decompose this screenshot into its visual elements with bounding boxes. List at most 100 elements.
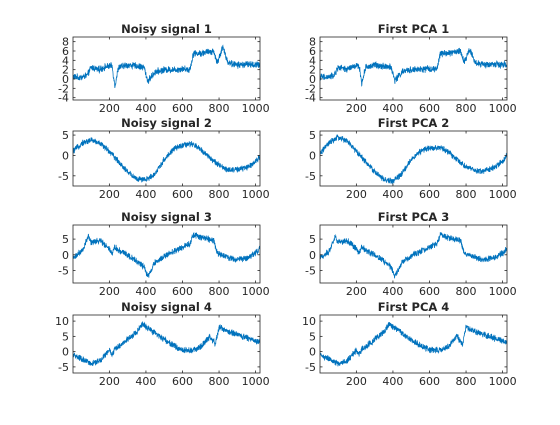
x-tick-label: 400	[135, 188, 156, 201]
y-tick-label: -5	[58, 264, 69, 277]
y-tick-label: 10	[55, 315, 69, 328]
axes-box	[319, 36, 508, 101]
x-tick-label: 600	[172, 285, 193, 298]
x-tick-label: 200	[99, 375, 120, 388]
y-tick-label: 0	[309, 149, 316, 162]
subplot-8: 200 400 600 800 1000 -5 0 5 10 First PCA 4	[302, 300, 517, 388]
y-tick-label: 5	[62, 233, 69, 246]
axes-box	[319, 224, 508, 284]
x-tick-label: 1000	[489, 375, 517, 388]
y-tick-label: 0	[62, 73, 69, 86]
axes-box	[72, 224, 261, 284]
y-tick-label: 4	[62, 54, 69, 67]
x-tick-label: 200	[99, 285, 120, 298]
x-tick-label: 200	[99, 188, 120, 201]
x-tick-label: 600	[419, 188, 440, 201]
x-tick-label: 1000	[242, 102, 270, 115]
y-tick-label: -5	[305, 264, 316, 277]
y-tick-label: -4	[58, 92, 69, 105]
x-tick-label: 800	[209, 188, 230, 201]
axes-box	[72, 130, 261, 187]
series-line	[73, 137, 260, 183]
y-tick-label: -5	[58, 170, 69, 183]
x-tick-label: 200	[99, 102, 120, 115]
x-tick-label: 600	[172, 188, 193, 201]
x-tick-label: 600	[419, 102, 440, 115]
x-tick-label: 400	[135, 102, 156, 115]
y-tick-label: 0	[309, 73, 316, 86]
subplot-title: Noisy signal 3	[121, 210, 212, 224]
y-tick-label: 8	[309, 36, 316, 49]
y-tick-label: -2	[305, 82, 316, 95]
x-tick-label: 800	[209, 375, 230, 388]
axes-box	[319, 130, 508, 187]
subplot-3: 200 400 600 800 1000 -5 0 5 Noisy signal 2	[58, 116, 270, 201]
x-tick-label: 600	[419, 375, 440, 388]
axes-box	[319, 314, 508, 374]
subplot-title: Noisy signal 2	[121, 116, 212, 130]
y-tick-label: -2	[58, 82, 69, 95]
y-tick-label: 6	[62, 45, 69, 58]
x-tick-label: 400	[382, 102, 403, 115]
subplot-title: First PCA 3	[378, 210, 450, 224]
y-tick-label: -5	[58, 361, 69, 374]
subplot-4: 200 400 600 800 1000 -5 0 5 First PCA 2	[305, 116, 517, 201]
y-tick-label: 0	[309, 346, 316, 359]
x-tick-label: 200	[346, 188, 367, 201]
x-tick-label: 600	[172, 102, 193, 115]
y-tick-label: -5	[305, 361, 316, 374]
x-tick-label: 1000	[242, 375, 270, 388]
x-tick-label: 200	[346, 375, 367, 388]
x-tick-label: 400	[382, 188, 403, 201]
y-tick-label: 5	[309, 129, 316, 142]
x-tick-label: 200	[346, 285, 367, 298]
subplot-title: First PCA 2	[378, 116, 450, 130]
series-line	[320, 134, 507, 185]
x-tick-label: 600	[172, 375, 193, 388]
y-tick-label: -4	[305, 92, 316, 105]
series-line	[320, 232, 507, 279]
subplot-title: Noisy signal 1	[121, 22, 212, 36]
subplot-7: 200 400 600 800 1000 -5 0 5 10 Noisy signal 4	[55, 300, 270, 388]
subplot-6: 200 400 600 800 1000 -5 0 5 First PCA 3	[305, 210, 517, 298]
x-tick-label: 400	[135, 285, 156, 298]
x-tick-label: 800	[456, 375, 477, 388]
x-tick-label: 1000	[242, 285, 270, 298]
x-tick-label: 1000	[489, 102, 517, 115]
series-line	[73, 321, 260, 367]
x-tick-label: 400	[135, 375, 156, 388]
y-tick-label: 5	[62, 330, 69, 343]
x-tick-label: 1000	[489, 188, 517, 201]
x-tick-label: 600	[419, 285, 440, 298]
subplot-title: First PCA 4	[378, 300, 450, 314]
axes-box	[72, 36, 261, 101]
y-tick-label: 0	[309, 249, 316, 262]
subplot-title: First PCA 1	[378, 22, 450, 36]
subplot-title: Noisy signal 4	[121, 300, 212, 314]
y-tick-label: 4	[309, 54, 316, 67]
y-tick-label: 10	[302, 315, 316, 328]
y-tick-label: 5	[309, 233, 316, 246]
y-tick-label: 0	[62, 249, 69, 262]
x-tick-label: 800	[456, 188, 477, 201]
x-tick-label: 1000	[242, 188, 270, 201]
subplot-5: 200 400 600 800 1000 -5 0 5 Noisy signal 3	[58, 210, 270, 298]
x-tick-label: 200	[346, 102, 367, 115]
y-tick-label: 0	[62, 149, 69, 162]
x-tick-label: 800	[456, 102, 477, 115]
x-tick-label: 1000	[489, 285, 517, 298]
y-tick-label: 5	[309, 330, 316, 343]
y-tick-label: 2	[62, 64, 69, 77]
y-tick-label: -5	[305, 170, 316, 183]
x-tick-label: 800	[209, 285, 230, 298]
x-tick-label: 800	[456, 285, 477, 298]
y-tick-label: 6	[309, 45, 316, 58]
series-line	[320, 322, 507, 367]
x-tick-label: 800	[209, 102, 230, 115]
y-tick-label: 8	[62, 36, 69, 49]
series-line	[320, 47, 507, 87]
